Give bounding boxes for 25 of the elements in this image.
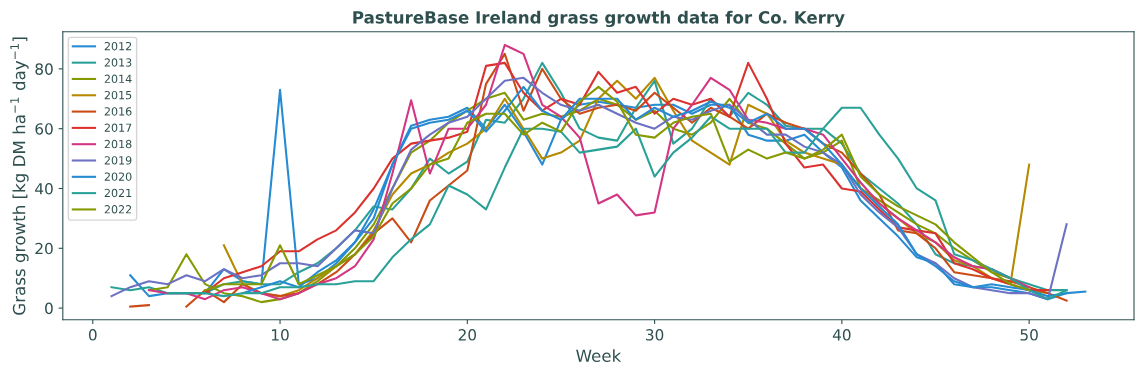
y-tick-label: 80 bbox=[35, 63, 53, 75]
x-tick-label: 30 bbox=[646, 329, 664, 341]
x-tick-label: 0 bbox=[88, 329, 97, 341]
legend-label: 2018 bbox=[104, 139, 132, 149]
x-tick-label: 40 bbox=[832, 329, 851, 341]
x-tick-label: 50 bbox=[1020, 329, 1038, 341]
legend-label: 2022 bbox=[104, 205, 132, 214]
y-tick-label: 60 bbox=[35, 123, 53, 135]
legend-label: 2014 bbox=[104, 74, 132, 84]
y-tick-label: 20 bbox=[35, 242, 53, 255]
y-axis-title: Grass growth [kg DM ha$^{−1}$ day$^{−1}$] bbox=[10, 37, 29, 315]
x-tick-label: 20 bbox=[458, 329, 477, 341]
legend-label: 2013 bbox=[104, 58, 132, 67]
legend-label: 2019 bbox=[104, 156, 132, 165]
y-tick-label: 0 bbox=[45, 302, 53, 315]
legend-label: 2012 bbox=[104, 41, 132, 51]
legend-label: 2021 bbox=[104, 188, 132, 198]
x-axis-title: Week bbox=[576, 349, 622, 363]
chart-title: PastureBase Ireland grass growth data for Co. Kerry bbox=[353, 10, 845, 28]
legend-label: 2020 bbox=[104, 172, 132, 181]
x-tick-label: 10 bbox=[272, 329, 289, 341]
legend-label: 2016 bbox=[104, 107, 132, 116]
legend-label: 2015 bbox=[104, 90, 132, 100]
y-tick-label: 40 bbox=[35, 182, 53, 195]
legend-label: 2017 bbox=[104, 123, 132, 132]
